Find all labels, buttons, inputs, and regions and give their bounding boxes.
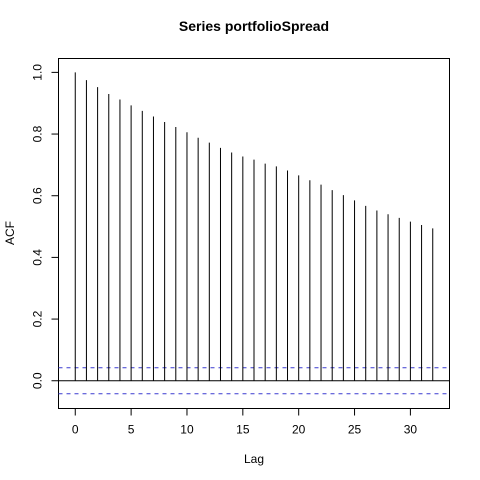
x-tick-label: 10 xyxy=(180,423,194,437)
y-tick-label: 0.8 xyxy=(31,125,45,142)
x-tick-label: 0 xyxy=(72,423,79,437)
x-tick-label: 5 xyxy=(128,423,135,437)
x-axis-label: Lag xyxy=(244,452,264,466)
x-tick-label: 25 xyxy=(348,423,362,437)
chart-title: Series portfolioSpread xyxy=(179,18,329,34)
x-tick-label: 15 xyxy=(236,423,250,437)
y-tick-label: 0.2 xyxy=(31,310,45,327)
x-axis: 0 5 10 15 20 25 30 xyxy=(72,408,418,437)
acf-spikes xyxy=(58,72,450,382)
y-tick-label: 0.6 xyxy=(31,187,45,204)
x-tick-label: 20 xyxy=(292,423,306,437)
y-tick-label: 0.4 xyxy=(31,249,45,266)
y-axis-label: ACF xyxy=(3,221,17,245)
plot-frame xyxy=(58,58,450,409)
y-axis: 0.0 0.2 0.4 0.6 0.8 1.0 xyxy=(31,64,59,389)
x-tick-label: 30 xyxy=(404,423,418,437)
y-tick-label: 1.0 xyxy=(31,64,45,81)
y-tick-label: 0.0 xyxy=(31,372,45,389)
